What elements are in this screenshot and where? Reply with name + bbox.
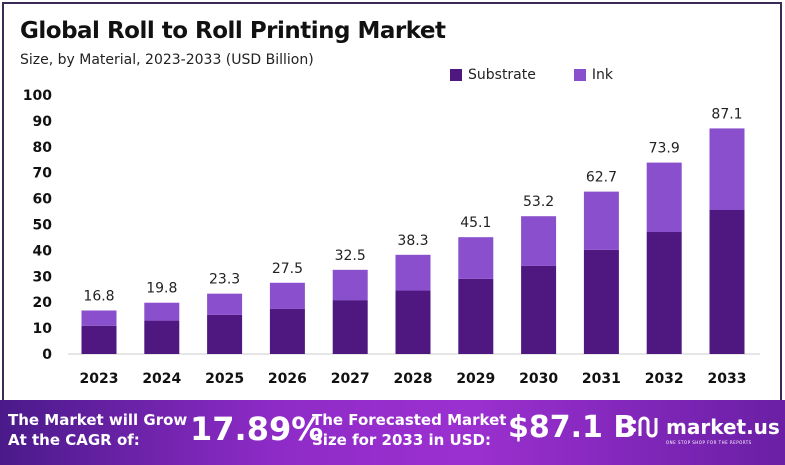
x-tick-label: 2025 — [205, 371, 244, 387]
legend-label-substrate: Substrate — [468, 67, 536, 83]
x-tick-label: 2028 — [394, 371, 433, 387]
footer-banner: The Market will Grow At the CAGR of: 17.… — [0, 400, 785, 465]
bar-substrate-2025 — [207, 314, 243, 354]
x-tick-label: 2027 — [331, 371, 370, 387]
x-tick-label: 2029 — [456, 371, 495, 387]
y-tick-label: 0 — [42, 347, 52, 363]
data-label-2028: 38.3 — [397, 233, 428, 249]
x-tick-label: 2024 — [142, 371, 181, 387]
bar-ink-2031 — [583, 191, 619, 250]
bar-substrate-2028 — [395, 290, 431, 354]
legend: Substrate Ink — [450, 67, 613, 83]
bar-ink-2032 — [646, 162, 682, 233]
bar-ink-2023 — [81, 310, 117, 326]
bar-substrate-2024 — [144, 320, 180, 354]
y-tick-label: 50 — [33, 218, 53, 234]
chart-title: Global Roll to Roll Printing Market — [20, 18, 446, 44]
y-tick-label: 80 — [33, 140, 53, 156]
x-tick-label: 2030 — [519, 371, 558, 387]
bar-ink-2027 — [332, 269, 368, 301]
chart-subtitle: Size, by Material, 2023-2033 (USD Billio… — [20, 52, 314, 68]
x-tick-label: 2023 — [80, 371, 119, 387]
cagr-label: The Market will Grow At the CAGR of: — [8, 410, 187, 450]
bar-ink-2024 — [144, 302, 180, 321]
data-label-2032: 73.9 — [649, 141, 680, 157]
data-label-2033: 87.1 — [711, 106, 742, 122]
chart-frame — [2, 2, 782, 402]
logo-icon — [632, 416, 658, 438]
data-label-2031: 62.7 — [586, 170, 617, 186]
data-label-2024: 19.8 — [146, 281, 177, 297]
bar-chart: 010203040506070809010016.8202319.8202423… — [23, 88, 760, 387]
legend-swatch-ink — [573, 69, 586, 81]
bar-ink-2028 — [395, 254, 431, 291]
bar-substrate-2029 — [458, 278, 494, 354]
bar-ink-2025 — [207, 293, 243, 315]
data-label-2025: 23.3 — [209, 272, 240, 288]
x-tick-label: 2033 — [708, 371, 747, 387]
forecast-label-line1: The Forecasted Market — [312, 411, 507, 429]
cagr-value: 17.89% — [190, 410, 324, 448]
data-label-2026: 27.5 — [272, 261, 303, 277]
y-tick-label: 20 — [33, 295, 53, 311]
data-label-2029: 45.1 — [460, 215, 491, 231]
bar-ink-2026 — [269, 282, 305, 309]
legend-item-ink: Ink — [573, 67, 613, 83]
bar-substrate-2026 — [269, 308, 305, 354]
y-tick-label: 90 — [33, 114, 53, 130]
y-tick-label: 10 — [33, 321, 53, 337]
y-tick-label: 60 — [33, 192, 53, 208]
forecast-value: $87.1 B — [508, 410, 637, 445]
y-tick-label: 70 — [33, 166, 53, 182]
bar-substrate-2032 — [646, 232, 682, 354]
bar-ink-2033 — [709, 128, 745, 210]
bar-substrate-2027 — [332, 300, 368, 354]
x-tick-label: 2031 — [582, 371, 621, 387]
x-tick-label: 2032 — [645, 371, 684, 387]
forecast-label: The Forecasted Market Size for 2033 in U… — [312, 410, 506, 450]
bar-substrate-2030 — [521, 265, 557, 354]
y-tick-label: 100 — [23, 88, 52, 104]
bar-substrate-2033 — [709, 209, 745, 354]
legend-swatch-substrate — [450, 69, 462, 81]
bar-ink-2029 — [458, 237, 494, 279]
forecast-label-line2: Size for 2033 in USD: — [312, 431, 491, 449]
logo-tagline: ONE STOP SHOP FOR THE REPORTS — [666, 440, 752, 445]
logo-text: market.us — [666, 415, 780, 439]
data-label-2027: 32.5 — [335, 248, 366, 264]
market-us-logo: market.us ONE STOP SHOP FOR THE REPORTS — [630, 414, 780, 445]
data-label-2023: 16.8 — [83, 288, 114, 304]
cagr-label-line2: At the CAGR of: — [8, 431, 140, 449]
bar-substrate-2023 — [81, 325, 117, 354]
data-label-2030: 53.2 — [523, 194, 554, 210]
legend-item-substrate: Substrate — [450, 67, 536, 83]
y-tick-label: 40 — [33, 243, 53, 259]
bar-substrate-2031 — [583, 249, 619, 354]
legend-label-ink: Ink — [591, 67, 613, 83]
x-tick-label: 2026 — [268, 371, 307, 387]
bar-ink-2030 — [521, 216, 557, 266]
cagr-label-line1: The Market will Grow — [8, 411, 188, 429]
y-tick-label: 30 — [33, 269, 53, 285]
